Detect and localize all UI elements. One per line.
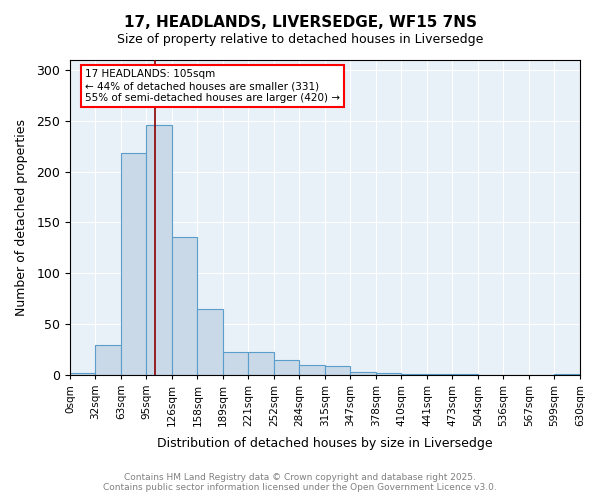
Text: Contains HM Land Registry data © Crown copyright and database right 2025.
Contai: Contains HM Land Registry data © Crown c… (103, 473, 497, 492)
Bar (95, 346, 121, 374)
Text: 17 HEADLANDS: 105sqm
← 44% of detached houses are smaller (331)
55% of semi-deta: 17 HEADLANDS: 105sqm ← 44% of detached h… (85, 70, 340, 102)
Bar (376, 372, 401, 374)
Bar (248, 352, 274, 374)
Bar (223, 352, 248, 374)
X-axis label: Distribution of detached houses by size in Liversedge: Distribution of detached houses by size … (157, 437, 493, 450)
Bar (146, 125, 172, 374)
Text: 17, HEADLANDS, LIVERSEDGE, WF15 7NS: 17, HEADLANDS, LIVERSEDGE, WF15 7NS (124, 15, 476, 30)
Bar (325, 366, 350, 374)
Y-axis label: Number of detached properties: Number of detached properties (15, 119, 28, 316)
Bar (197, 308, 223, 374)
Text: Size of property relative to detached houses in Liversedge: Size of property relative to detached ho… (117, 32, 483, 46)
Bar (274, 360, 299, 374)
Bar (121, 154, 146, 374)
Bar (299, 364, 325, 374)
Bar (350, 372, 376, 374)
Bar (70, 372, 95, 374)
Bar (172, 236, 197, 374)
